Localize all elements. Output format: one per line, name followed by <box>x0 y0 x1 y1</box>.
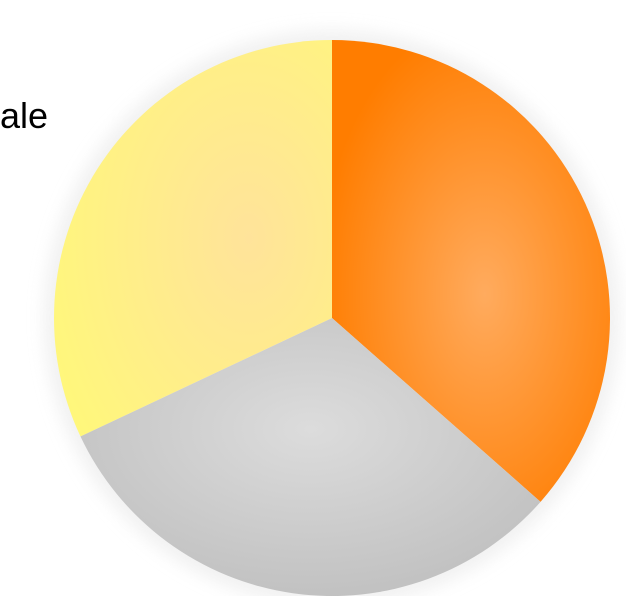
pie-slices <box>53 40 610 596</box>
pie-slice-orange <box>332 40 610 502</box>
pie-slice-yellow <box>53 40 332 437</box>
pie-slice-gray <box>80 318 541 596</box>
label-fragment: ale <box>0 95 49 136</box>
